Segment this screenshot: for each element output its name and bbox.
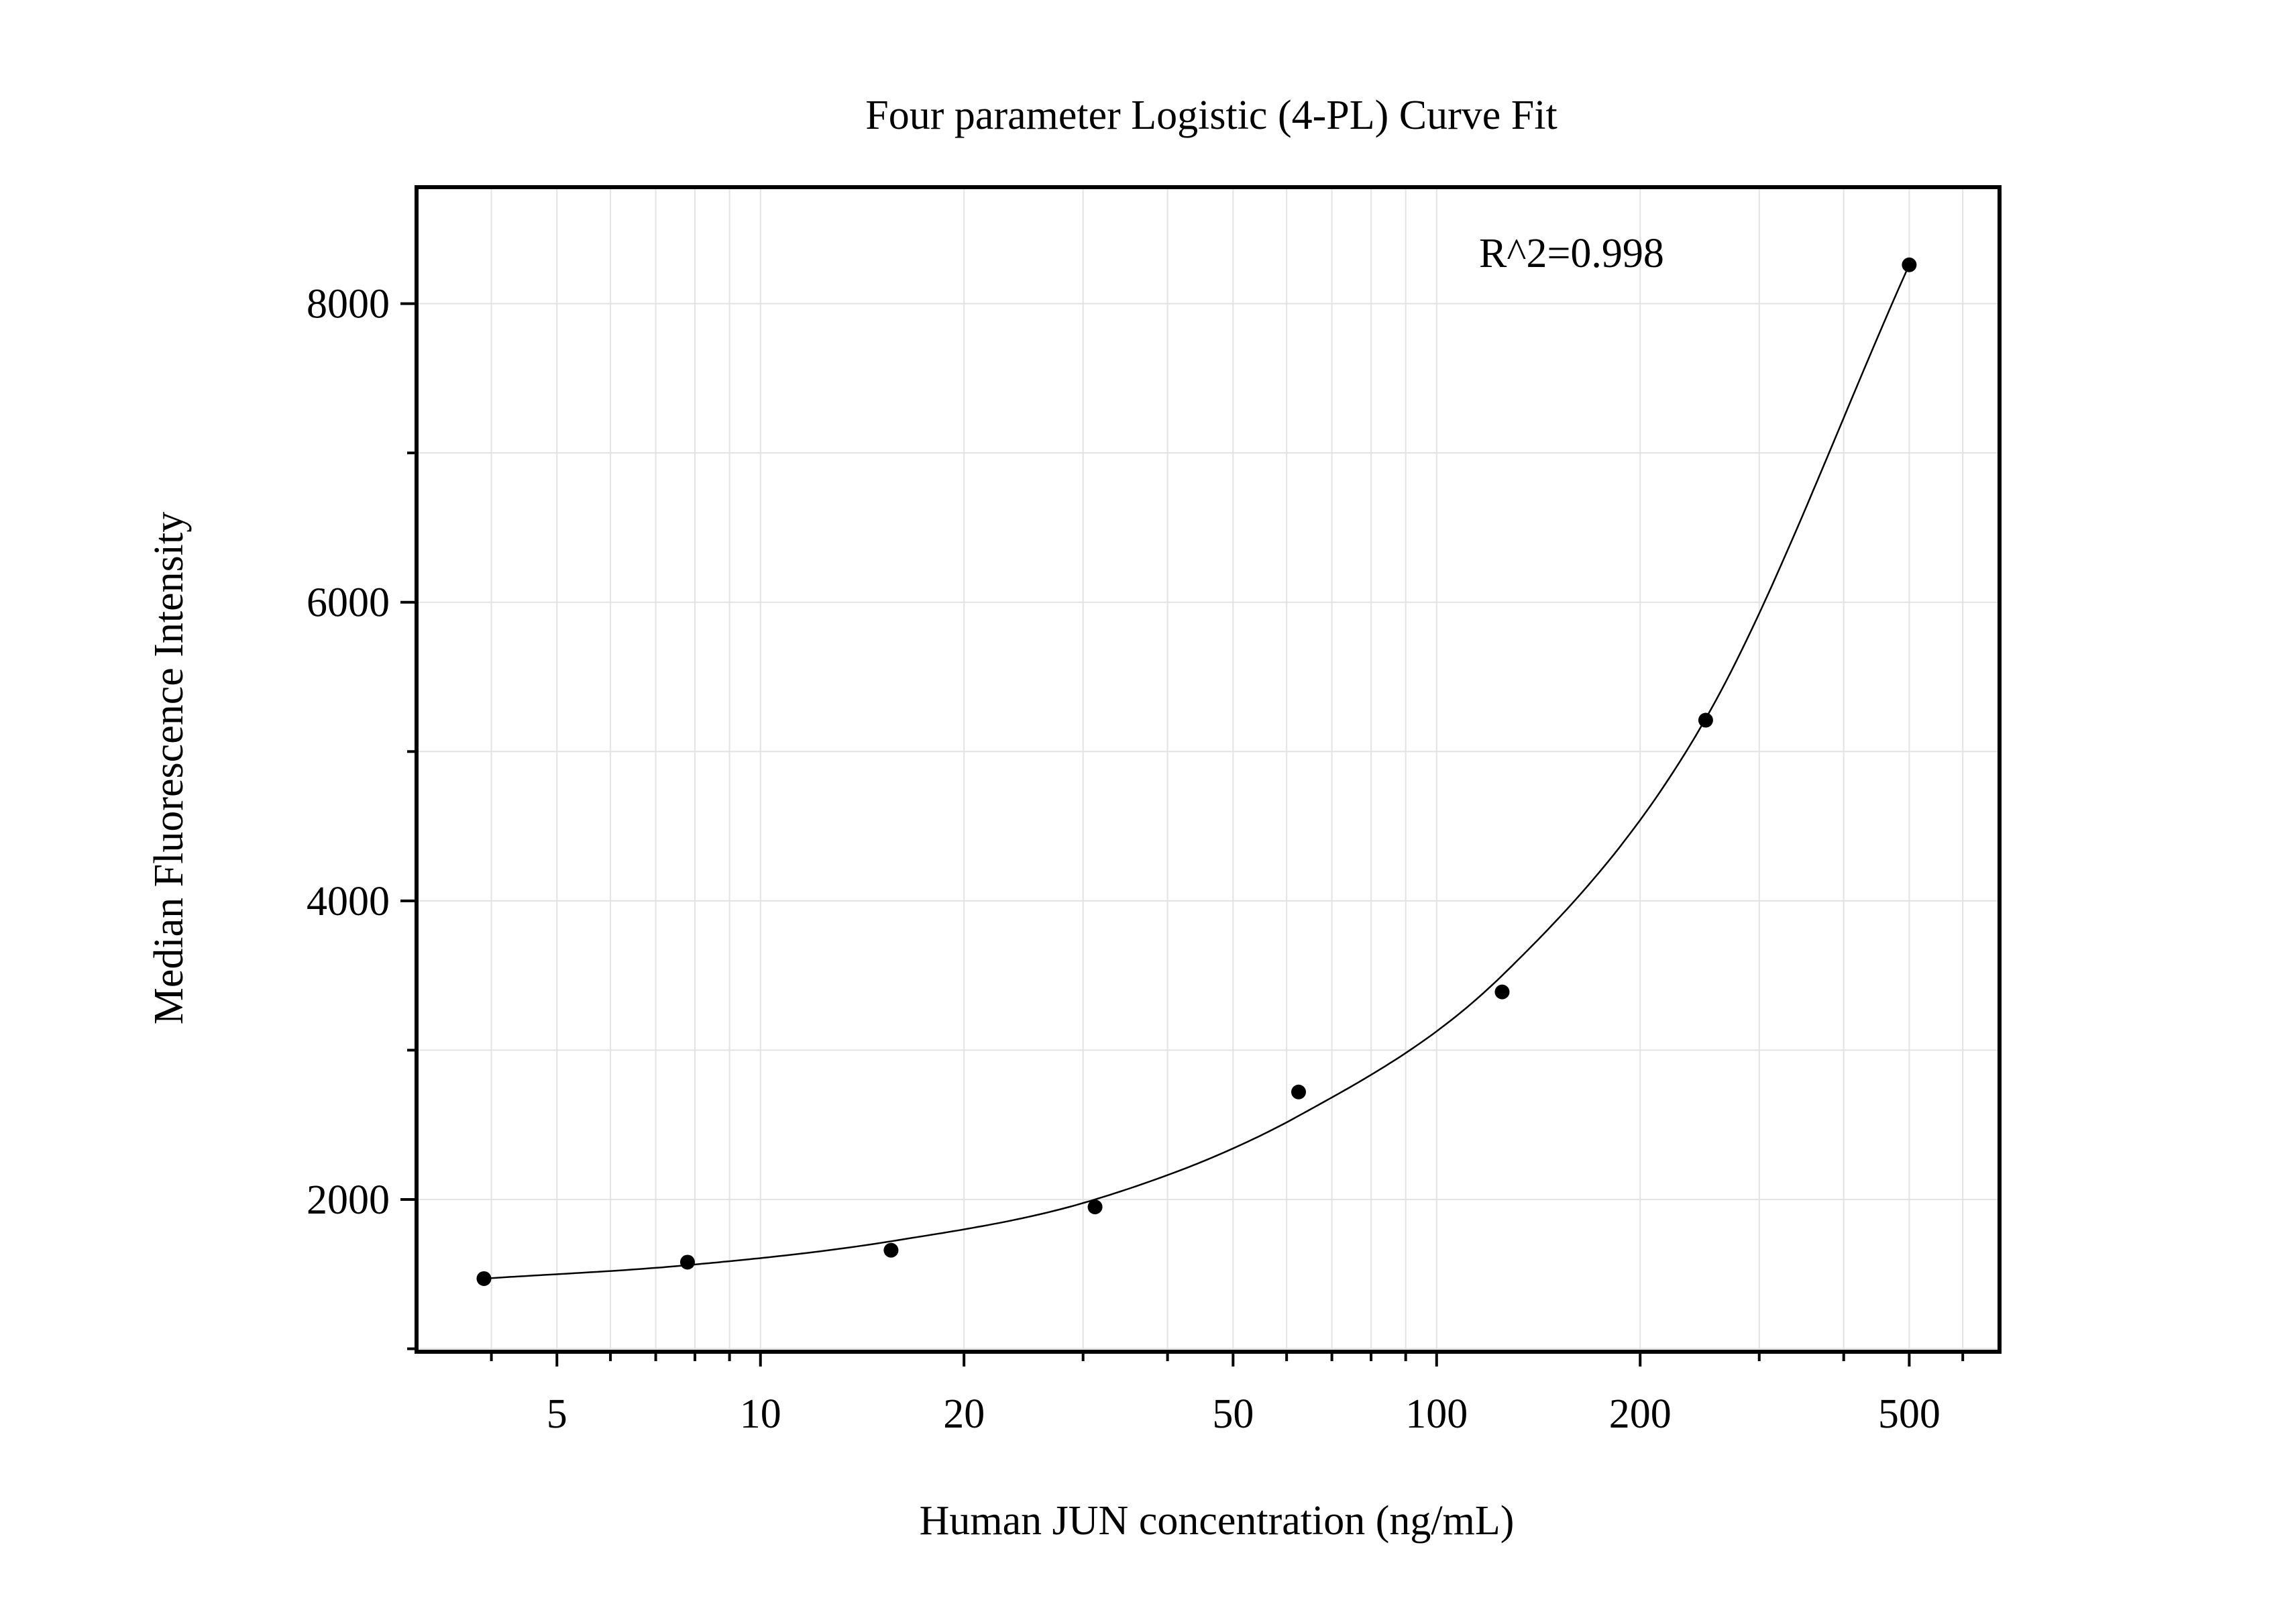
data-points [476,257,1917,1286]
chart-title: Four parameter Logistic (4-PL) Curve Fit [865,93,1557,138]
x-tick-label: 10 [740,1391,781,1437]
fit-curve [484,264,1910,1280]
data-point [883,1242,899,1258]
y-tick-label: 4000 [307,879,390,924]
x-tick-label: 50 [1212,1391,1254,1437]
y-tick-label: 6000 [307,580,390,626]
x-tick-label: 500 [1878,1391,1940,1437]
x-axis-label: Human JUN concentration (ng/mL) [920,1498,1515,1544]
tick-labels: 5 10 20 50 100 200 500 2000 4000 6000 8000 [307,282,1940,1437]
data-point [1494,984,1510,1000]
data-point [679,1254,695,1270]
x-tick-label: 200 [1609,1391,1672,1437]
data-point [1087,1199,1103,1215]
data-point [1698,712,1713,728]
x-tick-label: 100 [1405,1391,1468,1437]
x-tick-label: 5 [547,1391,567,1437]
grid [417,187,2000,1352]
data-point [476,1271,492,1286]
data-point [1902,257,1917,272]
r-squared-annotation: R^2=0.998 [1479,231,1664,276]
axis-ticks [400,302,1965,1367]
y-tick-label: 2000 [307,1177,390,1223]
plot-frame [415,185,2002,1354]
data-point [1291,1084,1307,1100]
y-axis-label: Median Fluorescence Intensity [146,512,192,1024]
y-tick-label: 8000 [307,282,390,327]
x-tick-label: 20 [943,1391,985,1437]
